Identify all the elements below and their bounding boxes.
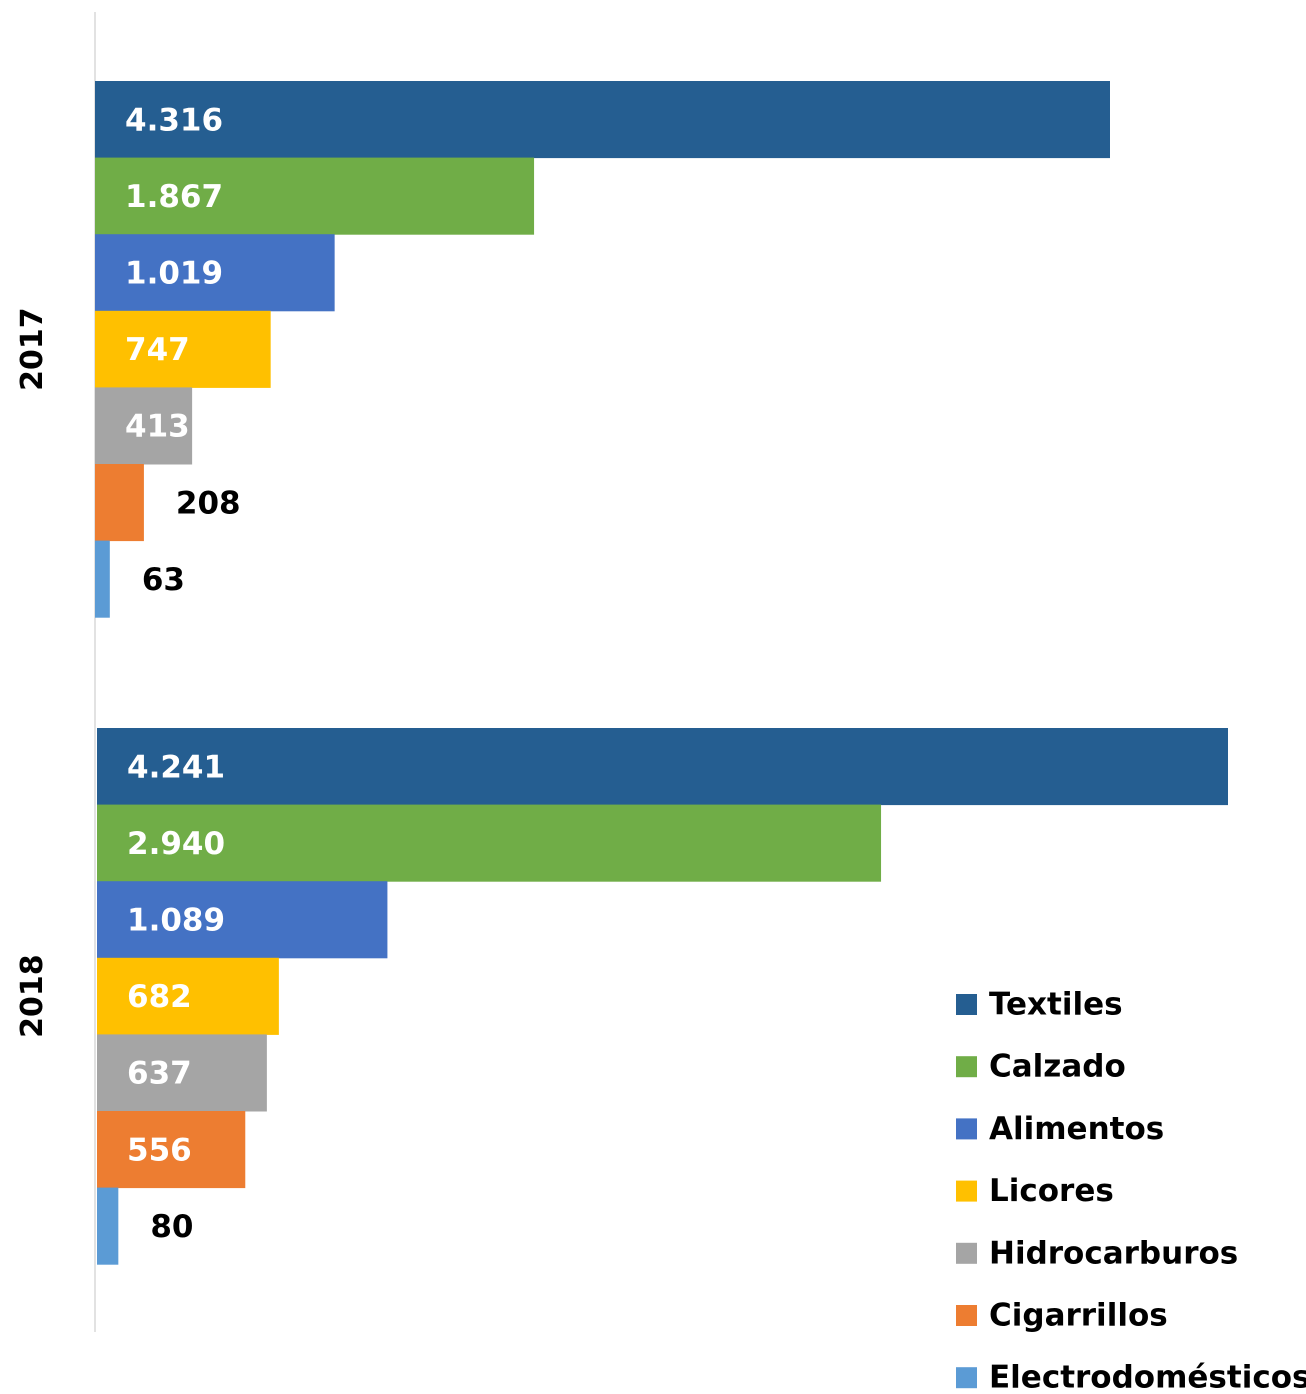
legend-swatch-alimentos bbox=[956, 1118, 977, 1140]
bar-alimentos-2018 bbox=[97, 881, 388, 959]
group-labels-layer: 2017 2018 bbox=[15, 307, 50, 1038]
category-label-2018: 2018 bbox=[15, 954, 50, 1038]
bar-hidrocarburos-2017 bbox=[95, 387, 193, 465]
bar-licores-2018 bbox=[97, 957, 279, 1035]
legend-label-textiles: Textiles bbox=[989, 987, 1123, 1023]
legend-swatch-textiles bbox=[956, 994, 977, 1015]
data-label-cigarrillos-2018: 556 bbox=[127, 1132, 192, 1168]
bar-cigarrillos-2017 bbox=[95, 464, 144, 542]
legend-swatch-licores bbox=[956, 1180, 977, 1202]
legend-swatch-hidrocarburos bbox=[956, 1242, 977, 1264]
legend-item-calzado: Calzado bbox=[956, 1049, 1126, 1085]
bar-electrodomesticos-2017 bbox=[95, 540, 110, 618]
legend-label-calzado: Calzado bbox=[989, 1049, 1126, 1085]
legend-label-hidrocarburos: Hidrocarburos bbox=[989, 1235, 1238, 1271]
legend: Textiles Calzado Alimentos Licores Hidrocarb… bbox=[956, 987, 1306, 1394]
legend-item-cigarrillos: Cigarrillos bbox=[956, 1298, 1168, 1334]
data-label-hidrocarburos-2017: 413 bbox=[125, 409, 190, 445]
data-label-licores-2018: 682 bbox=[127, 979, 192, 1015]
category-label-2017: 2017 bbox=[15, 307, 50, 391]
data-label-hidrocarburos-2018: 637 bbox=[127, 1056, 192, 1092]
legend-item-licores: Licores bbox=[956, 1173, 1114, 1209]
data-label-electrodomesticos-2018: 80 bbox=[150, 1209, 193, 1245]
bars-layer: 4.316 1.867 1.019 747 413 208 63 4.241 2.940 1.08… bbox=[95, 81, 1228, 1265]
bar-electrodomesticos-2018 bbox=[97, 1187, 119, 1265]
data-label-textiles-2018: 4.241 bbox=[127, 749, 225, 785]
legend-label-alimentos: Alimentos bbox=[989, 1111, 1164, 1147]
legend-swatch-cigarrillos bbox=[956, 1305, 977, 1326]
bar-licores-2017 bbox=[95, 310, 271, 388]
bar-calzado-2017 bbox=[95, 157, 535, 235]
data-label-alimentos-2017: 1.019 bbox=[125, 256, 223, 292]
data-label-cigarrillos-2017: 208 bbox=[176, 485, 241, 521]
data-label-electrodomesticos-2017: 63 bbox=[142, 562, 185, 598]
bar-alimentos-2017 bbox=[95, 234, 335, 312]
bar-textiles-2017 bbox=[95, 81, 1110, 159]
legend-swatch-calzado bbox=[956, 1056, 977, 1078]
bar-hidrocarburos-2018 bbox=[97, 1034, 267, 1112]
data-label-calzado-2018: 2.940 bbox=[127, 826, 225, 862]
legend-item-textiles: Textiles bbox=[956, 987, 1123, 1023]
legend-label-cigarrillos: Cigarrillos bbox=[989, 1298, 1168, 1334]
bar-calzado-2018 bbox=[97, 804, 882, 882]
legend-item-alimentos: Alimentos bbox=[956, 1111, 1164, 1147]
legend-label-electrodomesticos: Electrodomésticos bbox=[989, 1360, 1306, 1394]
legend-item-electrodomesticos: Electrodomésticos bbox=[956, 1360, 1306, 1394]
legend-item-hidrocarburos: Hidrocarburos bbox=[956, 1235, 1238, 1271]
legend-label-licores: Licores bbox=[989, 1173, 1114, 1209]
bar-textiles-2018 bbox=[97, 728, 1228, 806]
bar-cigarrillos-2018 bbox=[97, 1111, 246, 1189]
data-label-alimentos-2018: 1.089 bbox=[127, 903, 225, 939]
data-label-textiles-2017: 4.316 bbox=[125, 102, 223, 138]
legend-swatch-electrodomesticos bbox=[956, 1367, 977, 1389]
data-label-calzado-2017: 1.867 bbox=[125, 179, 223, 215]
data-label-licores-2017: 747 bbox=[125, 332, 190, 368]
